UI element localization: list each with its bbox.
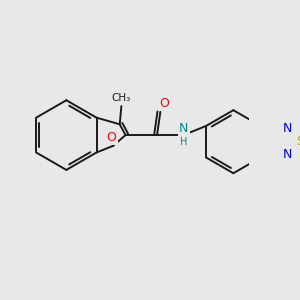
Text: S: S (296, 135, 300, 148)
Text: N: N (179, 122, 188, 135)
Text: CH₃: CH₃ (112, 93, 131, 103)
Text: O: O (106, 131, 116, 144)
Text: H: H (180, 137, 187, 147)
Text: N: N (283, 148, 292, 161)
Text: N: N (283, 122, 292, 135)
Text: O: O (160, 97, 170, 110)
